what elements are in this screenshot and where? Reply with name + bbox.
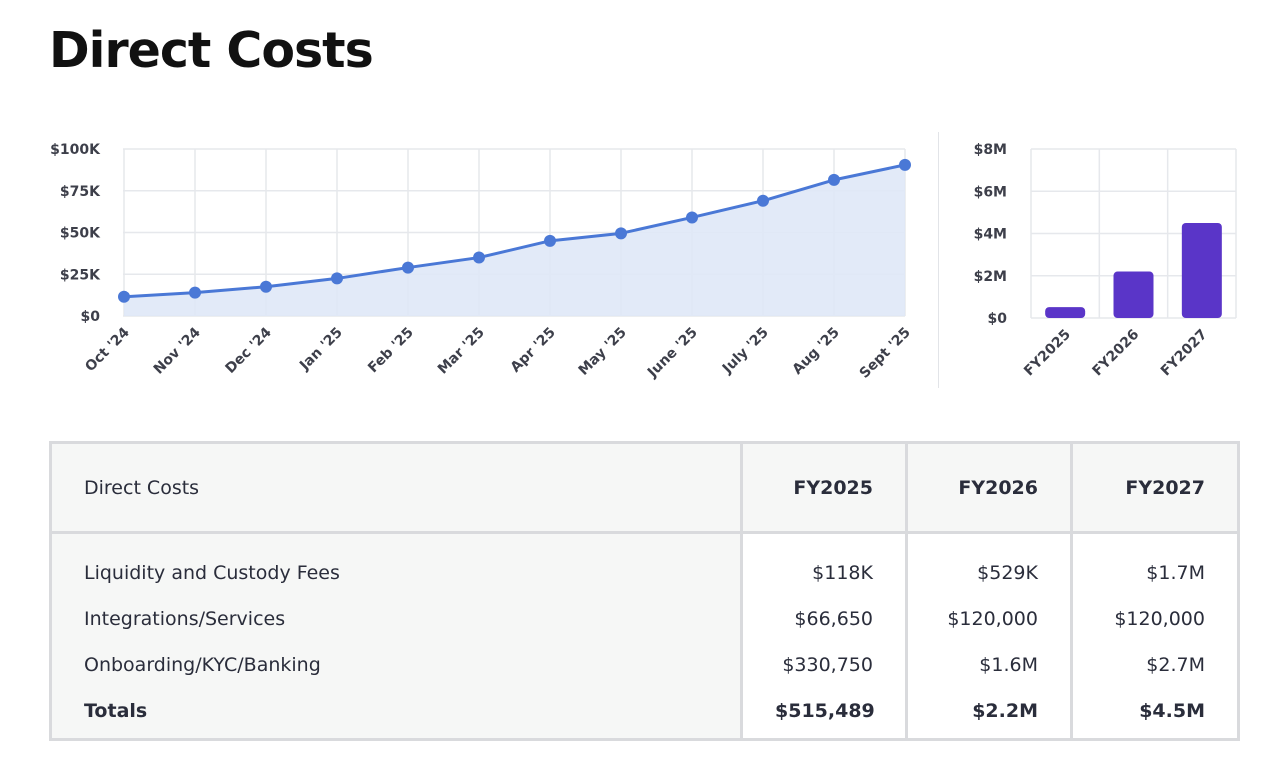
bar [1181,222,1222,318]
data-point [402,261,414,274]
total-fy2026: $2.2M [905,688,1073,741]
cell-fy2027: $120,000 [1070,596,1240,642]
y-tick-label: $6M [974,184,1007,200]
y-tick-label: $4M [974,227,1007,243]
cell-fy2025: $118K [740,532,908,596]
y-tick-label: $75K [60,184,101,200]
cell-fy2026: $120,000 [905,596,1073,642]
total-fy2027: $4.5M [1070,688,1240,741]
page-title: Direct Costs [49,22,374,79]
cell-fy2025: $330,750 [740,642,908,688]
x-tick-label: FY2026 [1090,327,1143,380]
y-tick-label: $8M [974,142,1007,158]
data-point [757,194,769,207]
y-tick-label: $0 [988,311,1008,327]
data-point [260,280,272,293]
annual-direct-costs-chart: $0 $2M $4M $6M $8M FY2025 FY2026 FY2027 [974,142,1237,380]
chart-divider [938,132,939,388]
data-point [118,290,130,303]
area-fill [124,164,905,316]
column-header-fy2026: FY2026 [905,441,1073,534]
y-tick-label: $100K [50,142,101,158]
x-tick-label: FY2025 [1021,327,1074,380]
table-header-label: Direct Costs [49,441,743,534]
cell-fy2025: $66,650 [740,596,908,642]
cell-fy2026: $1.6M [905,642,1073,688]
row-label: Onboarding/KYC/Banking [49,642,743,688]
cell-fy2027: $1.7M [1070,532,1240,596]
data-point [189,286,201,299]
y-tick-label: $25K [60,267,101,283]
y-tick-label: $0 [81,309,101,325]
data-point [544,234,556,247]
cell-fy2026: $529K [905,532,1073,596]
column-header-fy2027: FY2027 [1070,441,1240,534]
total-fy2025: $515,489 [740,688,908,741]
data-point [615,227,627,240]
series-line [123,163,906,299]
data-point [473,251,485,264]
x-tick-label: FY2027 [1158,327,1211,380]
cell-fy2027: $2.7M [1070,642,1240,688]
row-label: Liquidity and Custody Fees [49,532,743,596]
table-row: Liquidity and Custody Fees $118K $529K $… [49,532,1240,596]
data-point [686,211,698,224]
direct-costs-table: Direct Costs FY2025 FY2026 FY2027 Liquid… [49,441,1240,741]
bar [1045,307,1086,318]
table-row: Onboarding/KYC/Banking $330,750 $1.6M $2… [49,642,1240,688]
table-row: Integrations/Services $66,650 $120,000 $… [49,596,1240,642]
bar [1113,271,1154,318]
column-header-fy2025: FY2025 [740,441,908,534]
data-point [899,158,911,171]
totals-label: Totals [49,688,743,741]
data-point [828,173,840,186]
data-point [331,272,343,285]
row-label: Integrations/Services [49,596,743,642]
y-tick-label: $50K [60,226,101,242]
table-header-row: Direct Costs FY2025 FY2026 FY2027 [49,441,1240,534]
totals-row: Totals $515,489 $2.2M $4.5M [49,688,1240,741]
y-tick-label: $2M [974,269,1007,285]
